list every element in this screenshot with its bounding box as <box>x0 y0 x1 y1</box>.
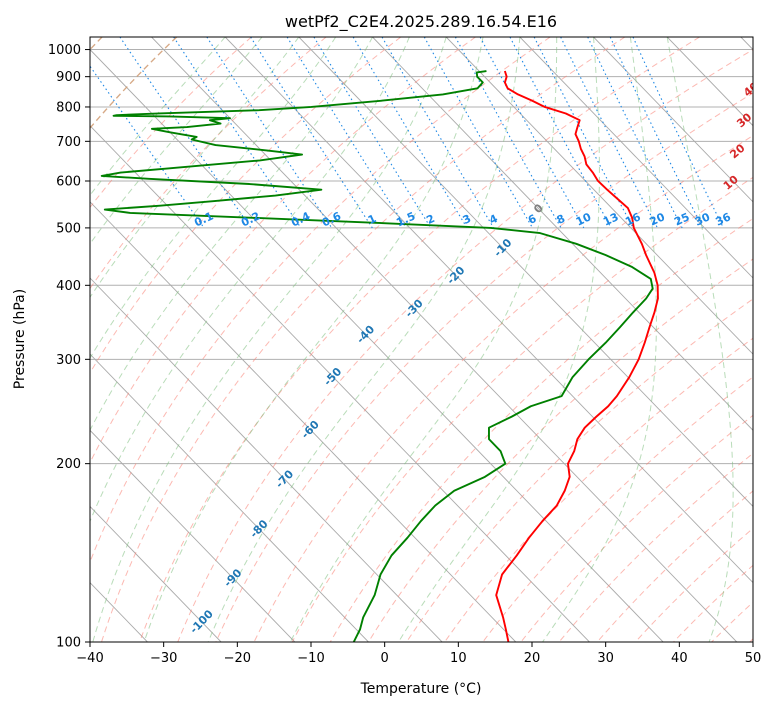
isotherm-line <box>593 37 753 203</box>
isotherm-line <box>90 277 443 642</box>
mixing-ratio-line <box>90 65 205 229</box>
moist-adiabat-line <box>90 37 226 197</box>
x-tick-label: −10 <box>297 651 324 666</box>
y-tick-label: 1000 <box>48 43 81 58</box>
dry-adiabat-line <box>558 452 753 642</box>
dry-adiabat-line <box>90 37 551 564</box>
mixing-ratio-line <box>206 37 333 229</box>
y-tick-label: 900 <box>56 70 81 85</box>
y-tick-label: 400 <box>56 279 81 294</box>
dry-adiabat-label: 40 <box>741 79 761 99</box>
isotherm-line <box>372 37 753 431</box>
dry-adiabat-line <box>253 135 753 642</box>
x-tick-label: 30 <box>597 651 614 666</box>
mixing-ratio-line <box>479 37 585 229</box>
y-tick-label: 200 <box>56 457 81 472</box>
moist-adiabat-line <box>90 37 300 299</box>
mixing-ratio-label: 13 <box>601 210 620 228</box>
plot-frame <box>89 36 754 643</box>
mixing-ratio-line <box>632 37 724 229</box>
isotherm-line <box>151 37 738 642</box>
isotherm-line <box>90 353 369 642</box>
dry-adiabat-line <box>139 37 700 642</box>
dry-adiabat-line <box>329 217 753 642</box>
temperature-trace <box>495 70 659 642</box>
isotherm-line <box>445 37 753 355</box>
dry-adiabat-line <box>90 37 402 374</box>
isotherm-line <box>90 429 296 642</box>
dry-adiabat-line <box>634 527 753 642</box>
mixing-ratio-line <box>454 37 562 229</box>
mixing-ratio-label: 16 <box>623 210 643 228</box>
moist-adiabat-line <box>90 37 263 245</box>
dry-adiabat-line <box>291 176 753 642</box>
x-tick-label: −40 <box>76 651 103 666</box>
y-tick-label: 500 <box>56 221 81 236</box>
y-tick-label: 600 <box>56 174 81 189</box>
mixing-ratio-label: 10 <box>574 210 594 228</box>
mixing-ratio-label: 30 <box>693 210 713 228</box>
mixing-ratio-line <box>313 37 432 229</box>
mixing-ratio-line <box>423 37 533 229</box>
moist-adiabat-line <box>666 37 734 642</box>
moist-adiabat-line <box>398 37 600 642</box>
isotherm-line <box>224 37 753 584</box>
dry-adiabat-line <box>177 48 753 642</box>
x-tick-label: 40 <box>671 651 688 666</box>
moist-adiabat-line <box>90 37 410 523</box>
isotherm-line <box>90 201 517 642</box>
dry-adiabat-line <box>444 337 753 642</box>
dry-adiabat-line <box>215 92 753 642</box>
x-tick-label: −30 <box>150 651 177 666</box>
isotherm-line <box>519 37 753 279</box>
axes: −40 −30 −20 −10 0 10 20 30 40 50 1000 900 800 700 600 5… <box>48 43 761 666</box>
dry-adiabat-label: 30 <box>734 110 754 130</box>
chart-title: wetPf2_C2E4.2025.289.16.54.E16 <box>285 12 557 32</box>
moist-adiabat-line <box>542 37 657 642</box>
isotherm-line <box>90 125 590 642</box>
plot-area: -100-90-80-70-60-50-40-30-20-10010203040… <box>90 37 761 642</box>
moist-adiabat-line <box>143 37 484 642</box>
x-tick-label: 0 <box>381 651 389 666</box>
x-tick-label: 50 <box>745 651 762 666</box>
y-tick-label: 100 <box>56 636 81 651</box>
dry-adiabat-line <box>90 37 252 209</box>
x-axis-title: Temperature (°C) <box>360 681 482 697</box>
dry-adiabat-line <box>520 414 753 642</box>
dry-adiabat-line <box>482 376 753 642</box>
mixing-ratio-line <box>381 37 495 229</box>
moist-adiabat-line <box>207 37 521 642</box>
mixing-ratio-line <box>286 37 407 229</box>
moist-adiabat-line <box>289 37 558 642</box>
y-tick-label: 700 <box>56 135 81 150</box>
y-tick-label: 300 <box>56 353 81 368</box>
mixing-ratio-line <box>609 37 704 229</box>
moist-adiabat-line <box>92 37 447 642</box>
dewpoint-trace <box>100 70 654 642</box>
moist-adiabat-line <box>90 37 373 432</box>
mixing-ratio-line <box>250 37 373 229</box>
y-tick-label: 800 <box>56 100 81 115</box>
dry-adiabat-line <box>101 37 626 642</box>
moist-adiabat-line <box>90 37 337 360</box>
x-tick-label: 10 <box>450 651 467 666</box>
x-tick-label: −20 <box>224 651 251 666</box>
mixing-ratio-label: 20 <box>648 210 668 228</box>
isotherm-line <box>90 505 222 642</box>
mixing-ratio-label: 25 <box>672 210 691 228</box>
mixing-ratio-line <box>352 37 468 229</box>
x-tick-label: 20 <box>524 651 541 666</box>
mixing-ratio-label: 36 <box>714 210 734 228</box>
y-axis-title: Pressure (hPa) <box>12 289 28 389</box>
dry-adiabat-line <box>406 298 753 642</box>
